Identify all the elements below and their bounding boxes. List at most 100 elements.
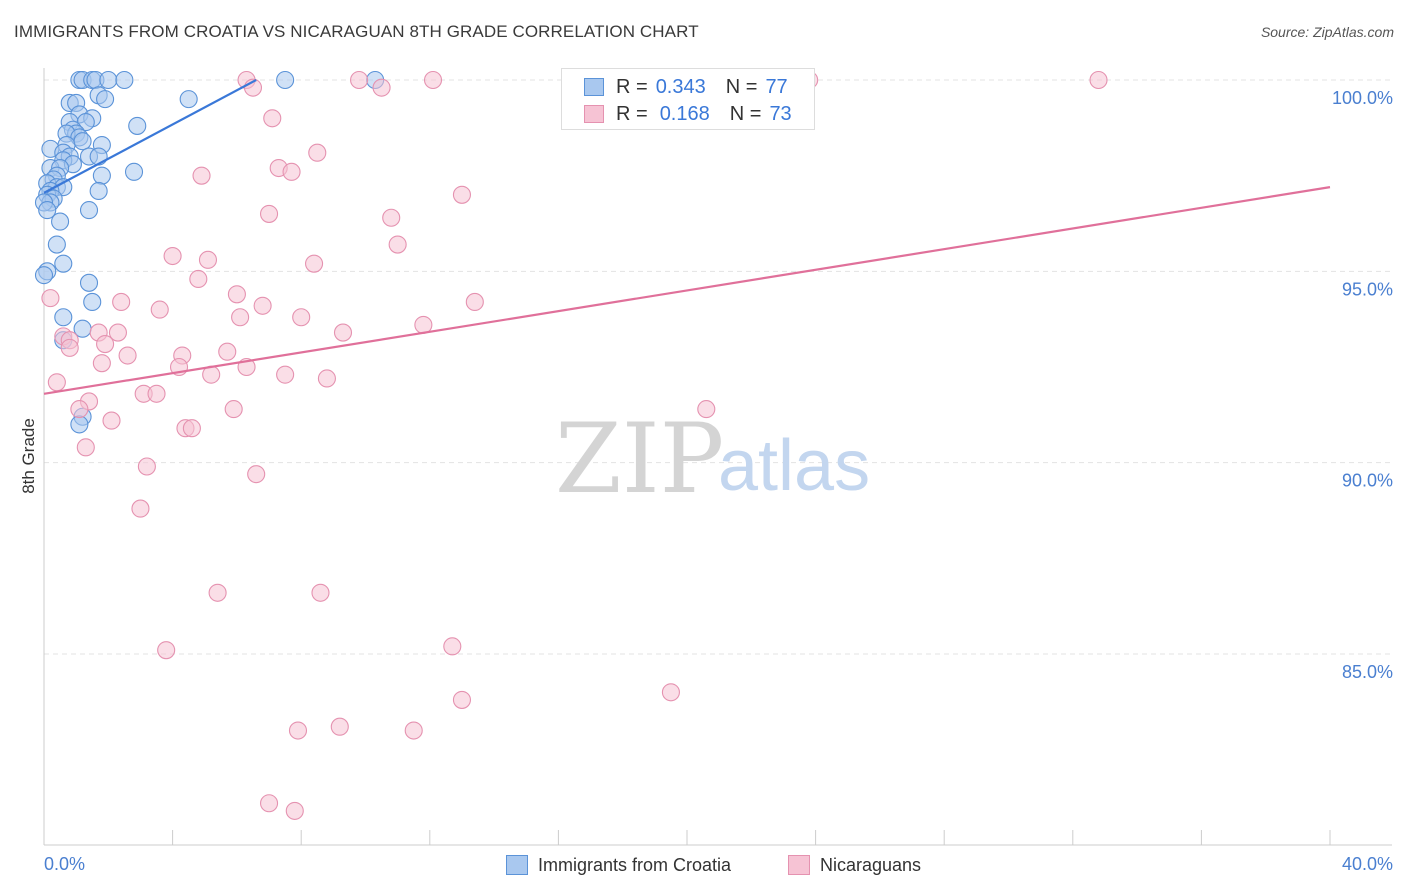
point-croatia [70, 415, 89, 434]
point-nicaraguans [76, 438, 95, 457]
point-nicaraguans [157, 641, 176, 660]
source-label: Source: ZipAtlas.com [1260, 24, 1394, 40]
x-tick-label-min: 0.0% [44, 854, 85, 874]
point-nicaraguans [102, 411, 121, 430]
point-croatia [47, 235, 66, 254]
point-nicaraguans [465, 292, 484, 311]
point-croatia [128, 116, 147, 135]
point-nicaraguans [288, 721, 308, 740]
point-nicaraguans [108, 323, 127, 342]
point-nicaraguans [333, 323, 353, 342]
y-tick-label: 90.0% [1342, 471, 1393, 491]
point-croatia [276, 70, 295, 90]
point-croatia [38, 201, 57, 220]
legend-r-value: 0.343 [655, 75, 706, 98]
point-nicaraguans [282, 162, 301, 181]
legend-swatch-blue [584, 78, 604, 96]
point-croatia [51, 212, 70, 231]
point-nicaraguans [372, 78, 391, 97]
point-nicaraguans [259, 794, 279, 813]
point-croatia [89, 147, 108, 166]
bottom-legend-swatch-pink [788, 855, 810, 875]
legend-n-label: N = [729, 102, 762, 125]
point-nicaraguans [697, 400, 716, 419]
point-nicaraguans [118, 346, 137, 365]
point-nicaraguans [92, 354, 111, 373]
point-nicaraguans [150, 300, 169, 319]
point-nicaraguans [208, 583, 227, 602]
bottom-legend-swatch-blue [506, 855, 528, 875]
point-nicaraguans [452, 185, 472, 204]
legend-r-value: 0.168 [659, 102, 710, 125]
point-nicaraguans [443, 637, 462, 656]
series-croatia-points [34, 70, 385, 434]
point-nicaraguans [311, 583, 330, 602]
trend-line-croatia [43, 79, 257, 194]
point-croatia [79, 201, 99, 220]
point-nicaraguans [285, 801, 304, 820]
point-croatia [96, 90, 115, 109]
point-nicaraguans [388, 235, 407, 254]
point-nicaraguans [305, 254, 324, 273]
x-tick-label-max: 40.0% [1342, 854, 1393, 874]
point-nicaraguans [224, 400, 243, 419]
legend-row-nicaraguans: R = 0.168 N = 73 [584, 101, 792, 127]
point-croatia [115, 70, 134, 90]
legend-n-value: 73 [769, 102, 792, 125]
point-croatia [92, 166, 111, 185]
y-tick-labels: 85.0% 90.0% 95.0% 100.0% [1332, 88, 1393, 682]
legend-n-value: 77 [765, 75, 788, 98]
y-tick-label: 100.0% [1332, 88, 1393, 108]
bottom-legend-nicaraguans: Nicaraguans [788, 852, 921, 878]
point-nicaraguans [137, 457, 156, 476]
legend-r-label: R = [616, 75, 648, 98]
point-nicaraguans [163, 246, 182, 266]
point-croatia [179, 90, 198, 109]
point-nicaraguans [423, 70, 443, 90]
watermark-zip: ZIP [555, 403, 724, 515]
point-croatia [83, 292, 102, 311]
point-nicaraguans [231, 308, 250, 327]
y-axis-label: 8th Grade [19, 418, 38, 494]
point-croatia [89, 181, 108, 201]
point-nicaraguans [47, 373, 66, 392]
point-nicaraguans [41, 289, 60, 308]
point-nicaraguans [96, 334, 115, 354]
point-nicaraguans [253, 296, 272, 315]
point-nicaraguans [292, 308, 311, 327]
point-nicaraguans [112, 292, 131, 311]
point-nicaraguans [317, 369, 336, 388]
point-nicaraguans [1089, 70, 1108, 90]
point-nicaraguans [218, 342, 237, 361]
point-croatia [73, 132, 92, 151]
point-nicaraguans [189, 269, 208, 289]
y-tick-label: 85.0% [1342, 662, 1393, 682]
point-nicaraguans [60, 338, 79, 357]
legend-n-label: N = [725, 75, 758, 98]
point-nicaraguans [330, 717, 349, 736]
point-nicaraguans [661, 683, 680, 702]
trend-line-nicaraguans [43, 186, 1331, 395]
point-nicaraguans [276, 365, 295, 384]
point-croatia [124, 162, 144, 181]
bottom-legend-croatia: Immigrants from Croatia [506, 852, 731, 878]
legend-row-croatia: R = 0.343 N = 77 [584, 74, 788, 100]
legend-r-label: R = [616, 102, 648, 125]
trend-lines [43, 79, 1331, 395]
legend-swatch-pink [584, 105, 604, 123]
bottom-legend-label-nicaraguans: Nicaraguans [820, 854, 922, 875]
point-nicaraguans [192, 166, 211, 185]
point-croatia [54, 308, 73, 327]
bottom-legend-label-croatia: Immigrants from Croatia [538, 854, 732, 875]
point-nicaraguans [182, 419, 201, 438]
watermark-atlas: atlas [718, 426, 870, 506]
point-nicaraguans [198, 250, 218, 269]
point-croatia [99, 70, 118, 90]
point-nicaraguans [131, 499, 150, 518]
point-nicaraguans [147, 384, 166, 403]
point-nicaraguans [308, 143, 327, 162]
y-tick-label: 95.0% [1342, 279, 1393, 299]
correlation-legend: R = 0.343 N = 77 R = 0.168 N = 73 [561, 68, 815, 130]
point-nicaraguans [247, 465, 266, 484]
